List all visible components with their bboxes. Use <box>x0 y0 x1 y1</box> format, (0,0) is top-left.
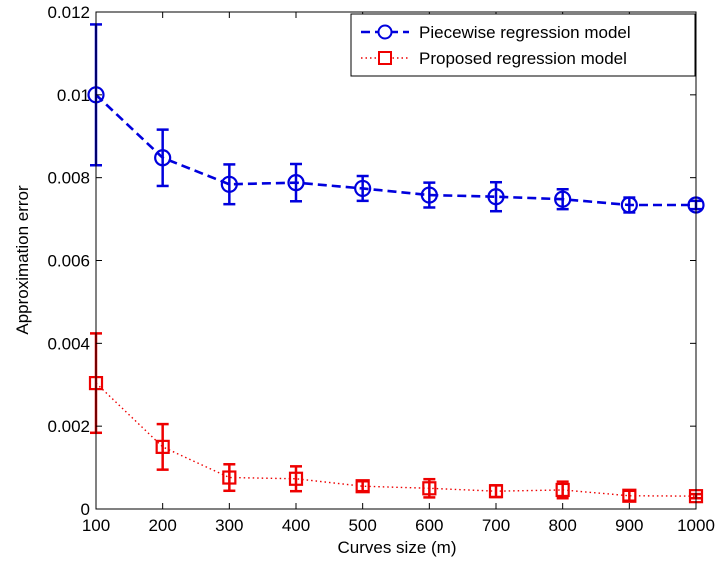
legend-box <box>350 13 696 77</box>
series-1-point <box>554 190 572 208</box>
legend-entry: Proposed regression model <box>361 49 627 68</box>
x-tick-label: 600 <box>415 516 443 535</box>
series-2-point <box>422 481 437 496</box>
axes: 100 200 300 400 500 600 700 800 900 1000 0 0.002 0.0… <box>47 3 714 535</box>
series-2-point <box>555 482 570 498</box>
series-1-point <box>420 186 438 204</box>
series-1-point <box>220 175 238 193</box>
series-2-point <box>488 484 504 499</box>
series-1-line <box>95 93 696 207</box>
series-1-errorbar <box>490 180 502 213</box>
legend-label: Proposed regression model <box>419 49 627 68</box>
x-tick-label: 200 <box>148 516 176 535</box>
series-1-errorbar <box>223 163 236 206</box>
x-tick-label: 500 <box>348 516 376 535</box>
series-1-point <box>620 196 638 214</box>
x-tick-label: 1000 <box>677 516 715 535</box>
series-1-errorbar <box>290 162 302 203</box>
x-tick-label: 100 <box>82 516 110 535</box>
series-2-point <box>222 470 237 485</box>
x-tick-label: 700 <box>482 516 510 535</box>
legend-entry: Piecewise regression model <box>361 23 631 42</box>
legend-marker <box>377 24 393 40</box>
y-tick-label: 0.004 <box>47 334 90 353</box>
series-1-errorbar <box>156 128 169 188</box>
series-2-errorbar <box>223 463 236 493</box>
y-tick-label: 0 <box>81 500 90 519</box>
legend-label: Piecewise regression model <box>419 23 631 42</box>
y-tick-label: 0.01 <box>57 86 90 105</box>
series-2-point <box>155 439 170 454</box>
x-tick-label: 300 <box>215 516 243 535</box>
legend: Piecewise regression model Proposed regre… <box>350 13 696 77</box>
x-axis-label: Curves size (m) <box>337 538 456 557</box>
y-tick-label: 0.012 <box>47 3 90 22</box>
series-1-point <box>354 179 372 198</box>
y-tick-label: 0.006 <box>47 252 90 271</box>
y-tick-label: 0.008 <box>47 169 90 188</box>
series-2-errorbar <box>156 422 169 471</box>
legend-marker <box>378 51 392 65</box>
x-tick-label: 400 <box>282 516 310 535</box>
series-1-point <box>154 149 172 167</box>
series-1-point <box>287 174 305 192</box>
series-2-point <box>622 488 637 503</box>
series-2-point <box>355 479 370 494</box>
x-tick-label: 800 <box>548 516 576 535</box>
series-2-errorbar <box>290 465 302 493</box>
y-tick-label: 0.002 <box>47 417 90 436</box>
x-tick-label: 900 <box>615 516 643 535</box>
series-1-point <box>487 188 505 206</box>
y-axis-label: Approximation error <box>13 185 32 335</box>
series-2-point <box>288 471 304 486</box>
